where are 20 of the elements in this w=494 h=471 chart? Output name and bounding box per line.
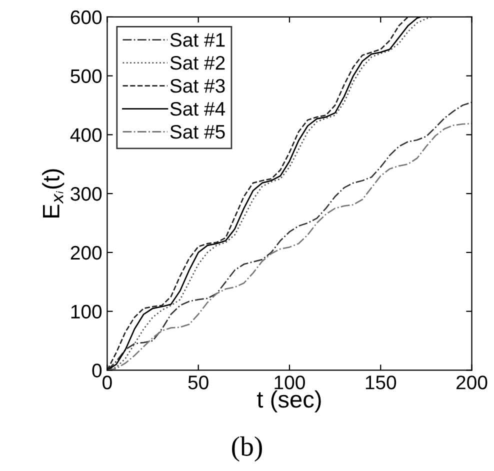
legend-label: Sat #4	[170, 102, 226, 116]
y-tick-label: 400	[70, 128, 102, 142]
y-tick-label: 500	[70, 69, 102, 84]
legend-label: Sat #3	[170, 79, 225, 93]
y-tick-label: 0	[92, 364, 102, 378]
x-axis-title: t (sec)	[257, 390, 321, 412]
x-tick-label: 0	[102, 376, 112, 390]
y-axis-title: E$_{xᵢ}$(t)	[42, 169, 64, 218]
x-tick-label: 50	[188, 376, 208, 390]
legend-label: Sat #5	[170, 124, 225, 139]
legend-label: Sat #1	[170, 33, 225, 47]
x-tick-label: 100	[274, 376, 305, 390]
x-tick-label: 200	[456, 376, 488, 390]
y-tick-label: 100	[71, 304, 102, 319]
x-tick-label: 150	[366, 376, 396, 390]
y-tick-label: 300	[70, 187, 102, 201]
y-tick-label: 600	[70, 10, 102, 24]
legend-label: Sat #2	[170, 56, 225, 70]
y-tick-label: 200	[70, 246, 102, 260]
text: (b)	[232, 436, 262, 462]
